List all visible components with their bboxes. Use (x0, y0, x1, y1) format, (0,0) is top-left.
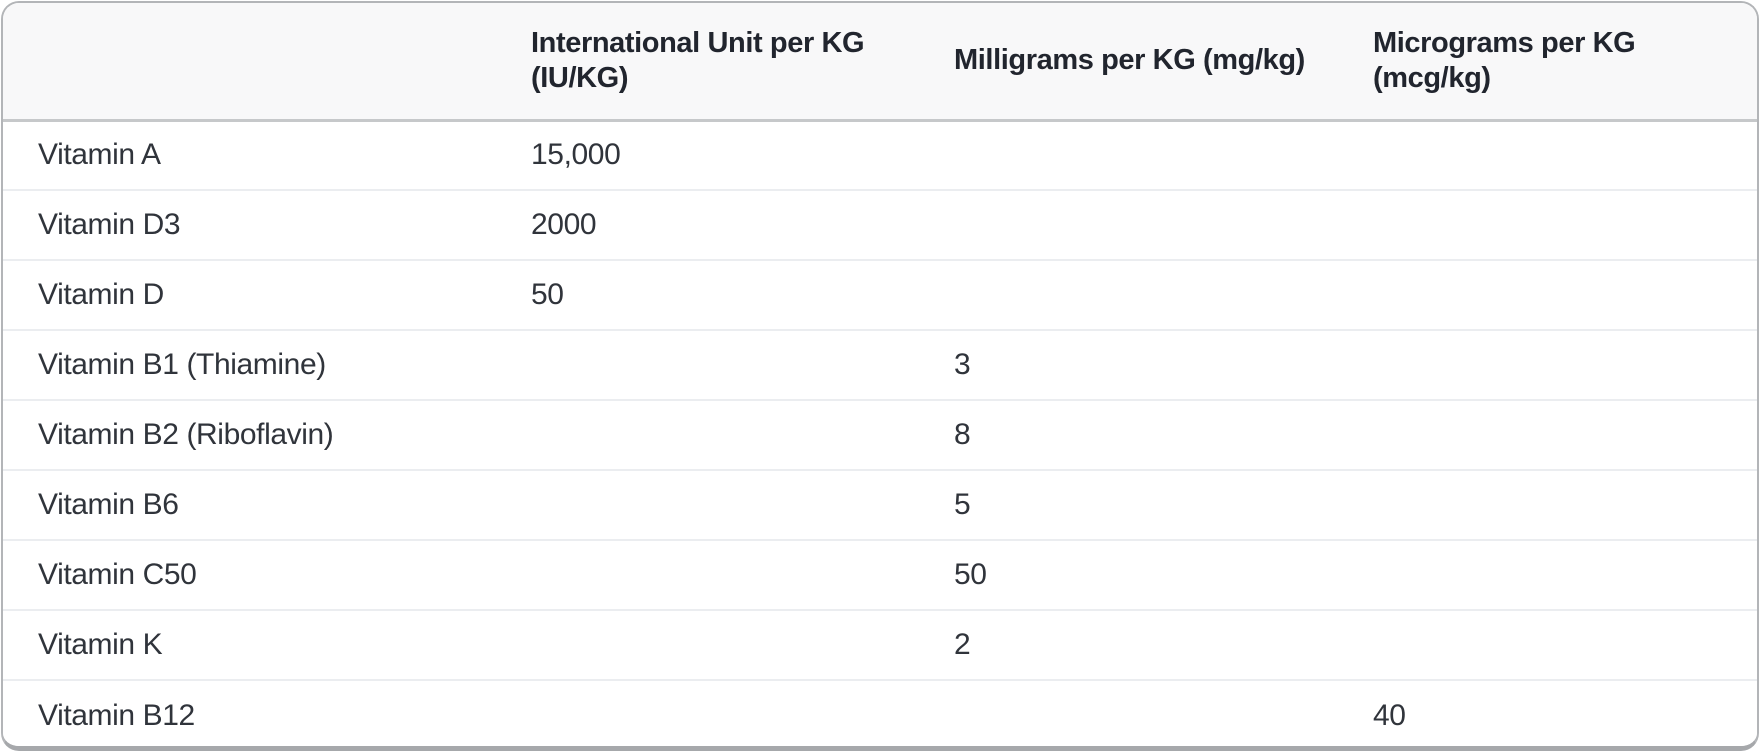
table-row: Vitamin B1 (Thiamine) 3 (3, 329, 1757, 400)
row-label: Vitamin D3 (3, 189, 496, 260)
cell-iu: 50 (496, 259, 919, 330)
table-row: Vitamin C50 50 (3, 539, 1757, 610)
cell-mg: 3 (919, 329, 1338, 400)
row-label: Vitamin B1 (Thiamine) (3, 329, 496, 400)
cell-iu (496, 609, 919, 680)
table-row: Vitamin B2 (Riboflavin) 8 (3, 399, 1757, 470)
row-label: Vitamin B6 (3, 469, 496, 540)
cell-mg: 5 (919, 469, 1338, 540)
table-row: Vitamin D 50 (3, 259, 1757, 330)
cell-mg: 8 (919, 399, 1338, 470)
cell-mg: 50 (919, 539, 1338, 610)
cell-mg: 2 (919, 609, 1338, 680)
cell-iu (496, 399, 919, 470)
table-row: Vitamin B12 40 (3, 679, 1757, 746)
cell-mcg (1338, 259, 1757, 330)
cell-mcg (1338, 469, 1757, 540)
cell-iu (496, 469, 919, 540)
cell-mg (919, 259, 1338, 330)
row-label: Vitamin D (3, 259, 496, 330)
row-label: Vitamin C50 (3, 539, 496, 610)
cell-iu (496, 329, 919, 400)
cell-mg (919, 189, 1338, 260)
column-header-vitamin (3, 3, 496, 122)
row-label: Vitamin A (3, 120, 496, 190)
cell-mcg (1338, 189, 1757, 260)
cell-iu: 15,000 (496, 120, 919, 190)
row-label: Vitamin B2 (Riboflavin) (3, 399, 496, 470)
cell-mcg (1338, 539, 1757, 610)
column-header-mg-per-kg: Milligrams per KG (mg/kg) (919, 3, 1338, 122)
cell-mg (919, 679, 1338, 746)
table-row: Vitamin K 2 (3, 609, 1757, 680)
cell-iu (496, 679, 919, 746)
cell-mcg: 40 (1338, 679, 1757, 746)
row-label: Vitamin K (3, 609, 496, 680)
cell-mcg (1338, 609, 1757, 680)
column-header-iu-per-kg: International Unit per KG (IU/KG) (496, 3, 919, 122)
cell-iu: 2000 (496, 189, 919, 260)
header-row: International Unit per KG (IU/KG) Millig… (3, 3, 1757, 122)
column-header-mcg-per-kg: Micrograms per KG (mcg/kg) (1338, 3, 1757, 122)
table-row: Vitamin B6 5 (3, 469, 1757, 540)
table-row: Vitamin A 15,000 (3, 120, 1757, 190)
cell-mcg (1338, 120, 1757, 190)
row-label: Vitamin B12 (3, 679, 496, 746)
vitamin-dosage-table: International Unit per KG (IU/KG) Millig… (3, 3, 1757, 746)
cell-mcg (1338, 329, 1757, 400)
cell-mg (919, 120, 1338, 190)
cell-iu (496, 539, 919, 610)
table-row: Vitamin D3 2000 (3, 189, 1757, 260)
cell-mcg (1338, 399, 1757, 470)
